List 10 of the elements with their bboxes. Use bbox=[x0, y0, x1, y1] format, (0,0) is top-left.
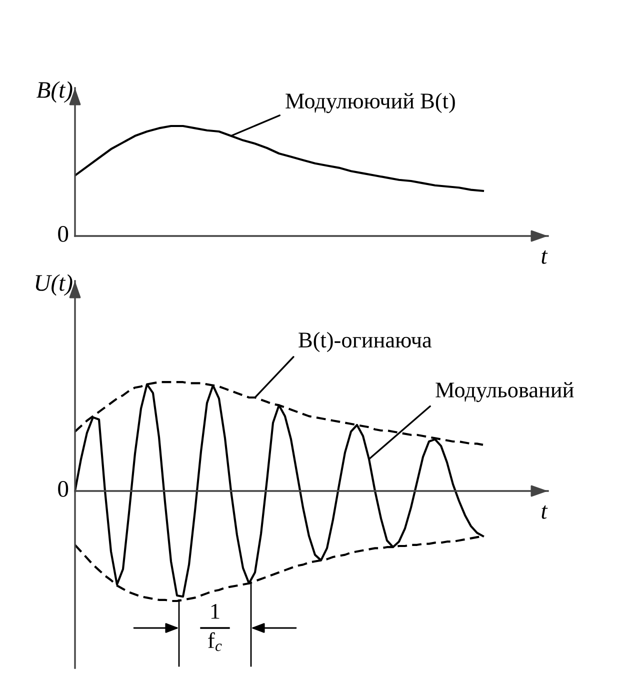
x-axis-title: t bbox=[542, 505, 548, 519]
y-axis-title: B(t) bbox=[36, 81, 72, 103]
y-axis-title: U(t) bbox=[36, 274, 72, 296]
text: 0 bbox=[58, 480, 68, 497]
text: 1 f$_{c}$ bbox=[208, 604, 222, 652]
x-axis-title: t bbox=[542, 250, 548, 264]
text: B(t)-огинаюча bbox=[298, 332, 432, 352]
text: 0 bbox=[58, 226, 68, 242]
series-label: Модулюючий B(t) bbox=[286, 92, 455, 114]
series-label: Модульований bbox=[436, 382, 574, 402]
